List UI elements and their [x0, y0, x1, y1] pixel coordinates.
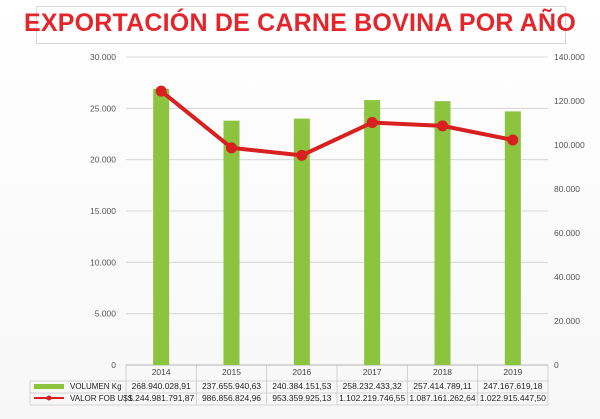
legend-label-volume: VOLUMEN Kg	[70, 382, 122, 391]
table-fob-value: 953.359.925,13	[272, 393, 331, 403]
table-volume-value: 247.167.619,18	[483, 381, 542, 391]
table-volume-value: 237.655.940,63	[202, 381, 261, 391]
table-fob-value: 1.087.161.262,64	[409, 393, 475, 403]
y-left-tick-label: 25.000	[90, 103, 116, 113]
table-volume-value: 258.232.433,32	[343, 381, 402, 391]
x-tick-label: 2014	[152, 367, 171, 377]
line-point	[226, 142, 237, 154]
x-tick-label: 2015	[222, 367, 241, 377]
line-point	[155, 85, 167, 97]
y-right-tick-label: 80.000	[554, 184, 580, 194]
legend-marker-fob	[46, 395, 52, 401]
line-point	[296, 149, 308, 161]
y-right-tick-label: 0	[554, 360, 559, 370]
x-tick-label: 2019	[503, 367, 522, 377]
table-volume-value: 240.384.151,53	[272, 381, 331, 391]
y-right-tick-label: 60.000	[554, 228, 580, 238]
legend-swatch-volume	[34, 384, 64, 389]
line-point	[366, 117, 378, 129]
y-right-tick-label: 120.000	[554, 96, 585, 106]
y-right-tick-label: 100.000	[554, 140, 585, 150]
y-left-tick-label: 5.000	[95, 309, 117, 319]
y-left-tick-label: 30.000	[90, 52, 116, 62]
x-tick-label: 2018	[433, 367, 452, 377]
table-volume-value: 268.940.028,91	[132, 381, 191, 391]
table-fob-value: 1.244.981.791,87	[128, 393, 194, 403]
line-point	[507, 134, 519, 146]
bar	[364, 100, 381, 366]
line-point	[437, 120, 448, 132]
y-left-tick-label: 10.000	[90, 257, 116, 267]
y-right-tick-label: 40.000	[554, 272, 580, 282]
table-volume-value: 257.414.789,11	[413, 381, 472, 391]
bar	[153, 88, 170, 366]
bar	[504, 111, 521, 365]
bar	[223, 120, 240, 365]
table-fob-value: 1.102.219.746,55	[339, 393, 405, 403]
chart-title: EXPORTACIÓN DE CARNE BOVINA POR AÑO	[24, 9, 576, 37]
table-fob-value: 986.856.824,96	[202, 393, 261, 403]
x-tick-label: 2017	[363, 367, 382, 377]
legend-label-fob: VALOR FOB U$S	[70, 394, 133, 403]
y-right-tick-label: 20.000	[554, 316, 580, 326]
table-fob-value: 1.022.915.447,50	[480, 393, 546, 403]
line-series	[159, 89, 514, 158]
y-left-tick-label: 0	[111, 360, 116, 370]
bar	[293, 118, 310, 365]
title-bar	[36, 6, 566, 44]
x-tick-label: 2016	[292, 367, 311, 377]
y-left-tick-label: 15.000	[90, 206, 116, 216]
y-left-tick-label: 20.000	[90, 155, 116, 165]
bar	[434, 101, 451, 365]
y-right-tick-label: 140.000	[554, 52, 585, 62]
